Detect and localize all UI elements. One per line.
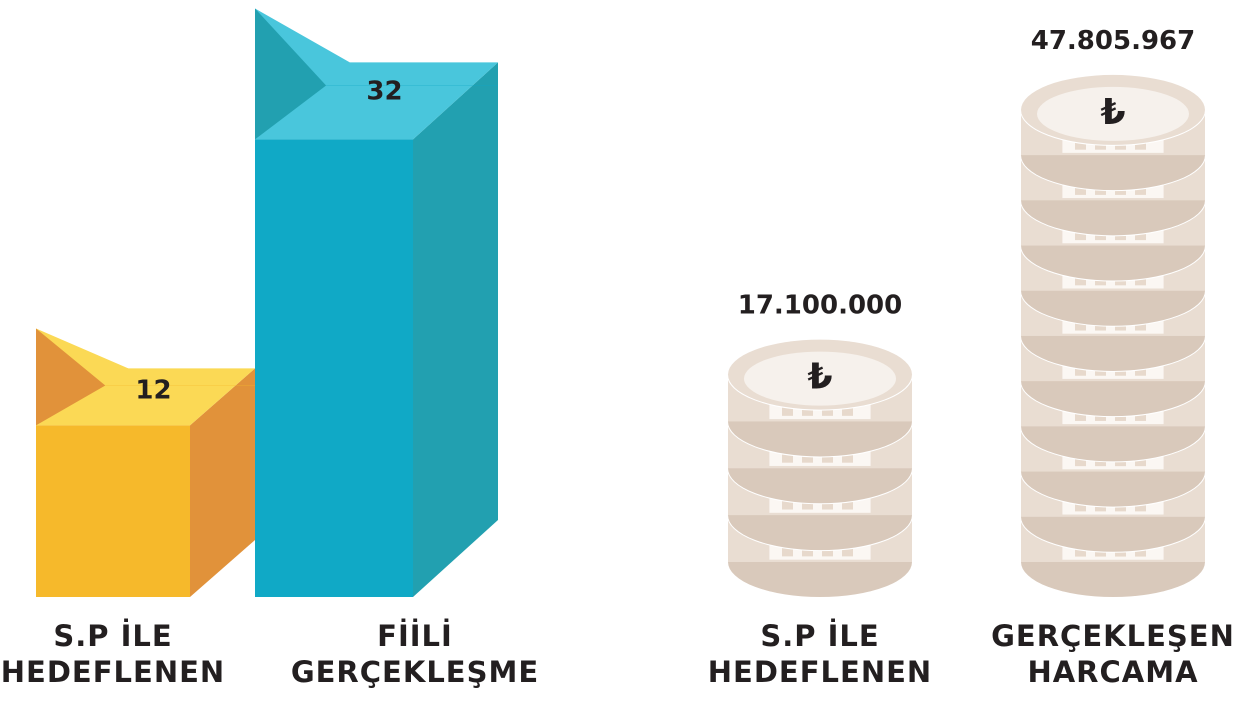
- category-label: S.P İLE HEDEFLENEN: [0, 618, 238, 690]
- value-label: 17.100.000: [738, 291, 902, 321]
- bar-front: [255, 139, 413, 597]
- bar-front: [36, 425, 190, 597]
- bar-3d: [36, 329, 255, 598]
- category-label: S.P İLE HEDEFLENEN: [695, 618, 945, 690]
- category-label: FİİLİ GERÇEKLEŞME: [290, 618, 540, 690]
- coin-stack: [1021, 75, 1205, 597]
- chart-canvas: 12 32 ₺ 17.100.000 ₺ 47.805.967: [0, 0, 1243, 701]
- value-label: 12: [135, 375, 171, 405]
- bar-side: [413, 62, 498, 597]
- currency-symbol: ₺: [807, 357, 832, 398]
- value-label: 47.805.967: [1031, 26, 1195, 56]
- category-label: GERÇEKLEŞEN HARCAMA: [988, 618, 1238, 690]
- value-label: 32: [366, 76, 402, 106]
- currency-symbol: ₺: [1100, 92, 1125, 133]
- infographic: 12 32 ₺ 17.100.000 ₺ 47.805.967 S.P İLE HEDEF…: [0, 0, 1243, 701]
